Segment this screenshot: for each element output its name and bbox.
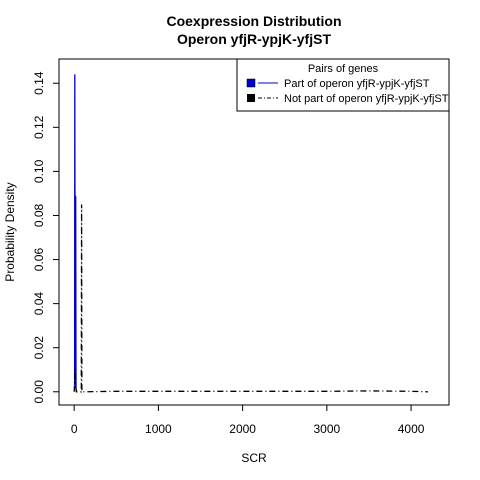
series-line-not-part-of-operon bbox=[73, 204, 428, 393]
legend-swatch-part bbox=[246, 78, 256, 88]
y-tick-label: 0.04 bbox=[32, 292, 46, 316]
x-axis-label: SCR bbox=[241, 451, 267, 465]
legend-swatch-not-part bbox=[247, 94, 255, 102]
y-axis: 0.00 0.02 0.04 0.06 0.08 0.10 0.12 0.14 bbox=[32, 71, 60, 404]
legend-entry-part: Part of operon yfjR-ypjK-yfjST bbox=[284, 78, 430, 90]
y-tick-label: 0.12 bbox=[32, 115, 46, 139]
y-tick-label: 0.02 bbox=[32, 336, 46, 360]
x-tick-label: 4000 bbox=[398, 422, 425, 436]
x-tick-label: 2000 bbox=[229, 422, 256, 436]
chart-title-line1: Coexpression Distribution bbox=[166, 13, 341, 29]
y-axis-label: Probability Density bbox=[3, 182, 17, 281]
x-tick-label: 0 bbox=[71, 422, 78, 436]
y-tick-label: 0.08 bbox=[32, 203, 46, 227]
x-tick-label: 3000 bbox=[314, 422, 341, 436]
x-axis: 0 1000 2000 3000 4000 bbox=[71, 404, 425, 436]
y-tick-label: 0.06 bbox=[32, 248, 46, 272]
chart-title-line2: Operon yfjR-ypjK-yfjST bbox=[177, 31, 331, 47]
y-tick-label: 0.14 bbox=[32, 71, 46, 95]
legend-box bbox=[236, 58, 450, 112]
x-tick-label: 1000 bbox=[145, 422, 172, 436]
legend-title: Pairs of genes bbox=[308, 63, 379, 75]
legend: Pairs of genes Part of operon yfjR-ypjK-… bbox=[236, 58, 450, 112]
series-line-part-of-operon bbox=[73, 74, 78, 393]
legend-entry-not-part: Not part of operon yfjR-ypjK-yfjST bbox=[284, 93, 449, 105]
series-layer bbox=[73, 74, 428, 393]
y-tick-label: 0.10 bbox=[32, 159, 46, 183]
y-tick-label: 0.00 bbox=[32, 380, 46, 404]
